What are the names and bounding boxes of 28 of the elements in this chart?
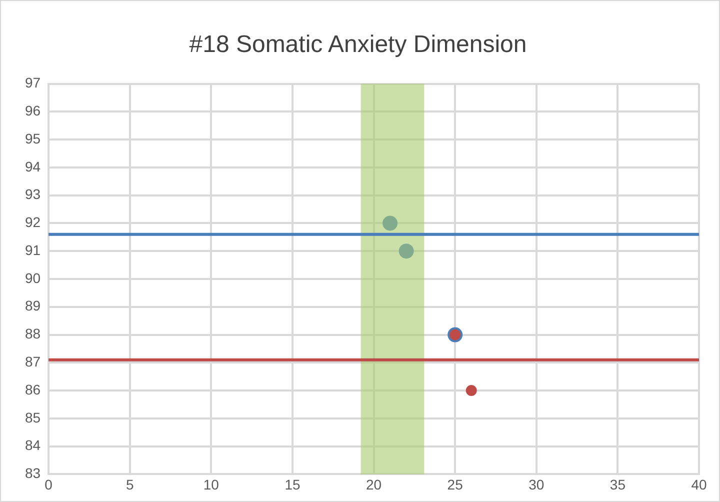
x-tick-label: 30	[528, 476, 544, 492]
y-tick-label: 89	[24, 298, 41, 314]
y-tick-label: 87	[24, 354, 41, 370]
y-tick-label: 88	[24, 326, 41, 342]
y-tick-label: 85	[24, 409, 41, 426]
y-tick-label: 83	[24, 465, 41, 482]
y-tick-label: 86	[24, 381, 41, 398]
y-tick-label: 91	[24, 242, 41, 258]
y-tick-label: 90	[24, 270, 41, 286]
x-tick-label: 20	[366, 476, 382, 492]
x-tick-label: 0	[44, 476, 53, 492]
y-tick-label: 92	[24, 214, 41, 230]
x-tick-label: 40	[691, 476, 707, 492]
y-tick-label: 94	[24, 158, 41, 174]
y-tick-label: 84	[24, 437, 41, 454]
y-tick-label: 95	[24, 130, 41, 146]
x-tick-label: 15	[284, 476, 300, 492]
x-tick-label: 5	[126, 476, 134, 492]
y-tick-label: 96	[24, 102, 41, 119]
x-tick-label: 10	[203, 476, 220, 492]
x-tick-label: 35	[610, 476, 626, 492]
point	[398, 244, 414, 259]
y-tick-label: 93	[24, 186, 41, 202]
point	[466, 385, 477, 396]
x-tick-label: 25	[447, 476, 464, 492]
chart-title: #18 Somatic Anxiety Dimension	[189, 31, 527, 58]
y-tick-label: 97	[24, 74, 41, 91]
point	[382, 216, 398, 231]
